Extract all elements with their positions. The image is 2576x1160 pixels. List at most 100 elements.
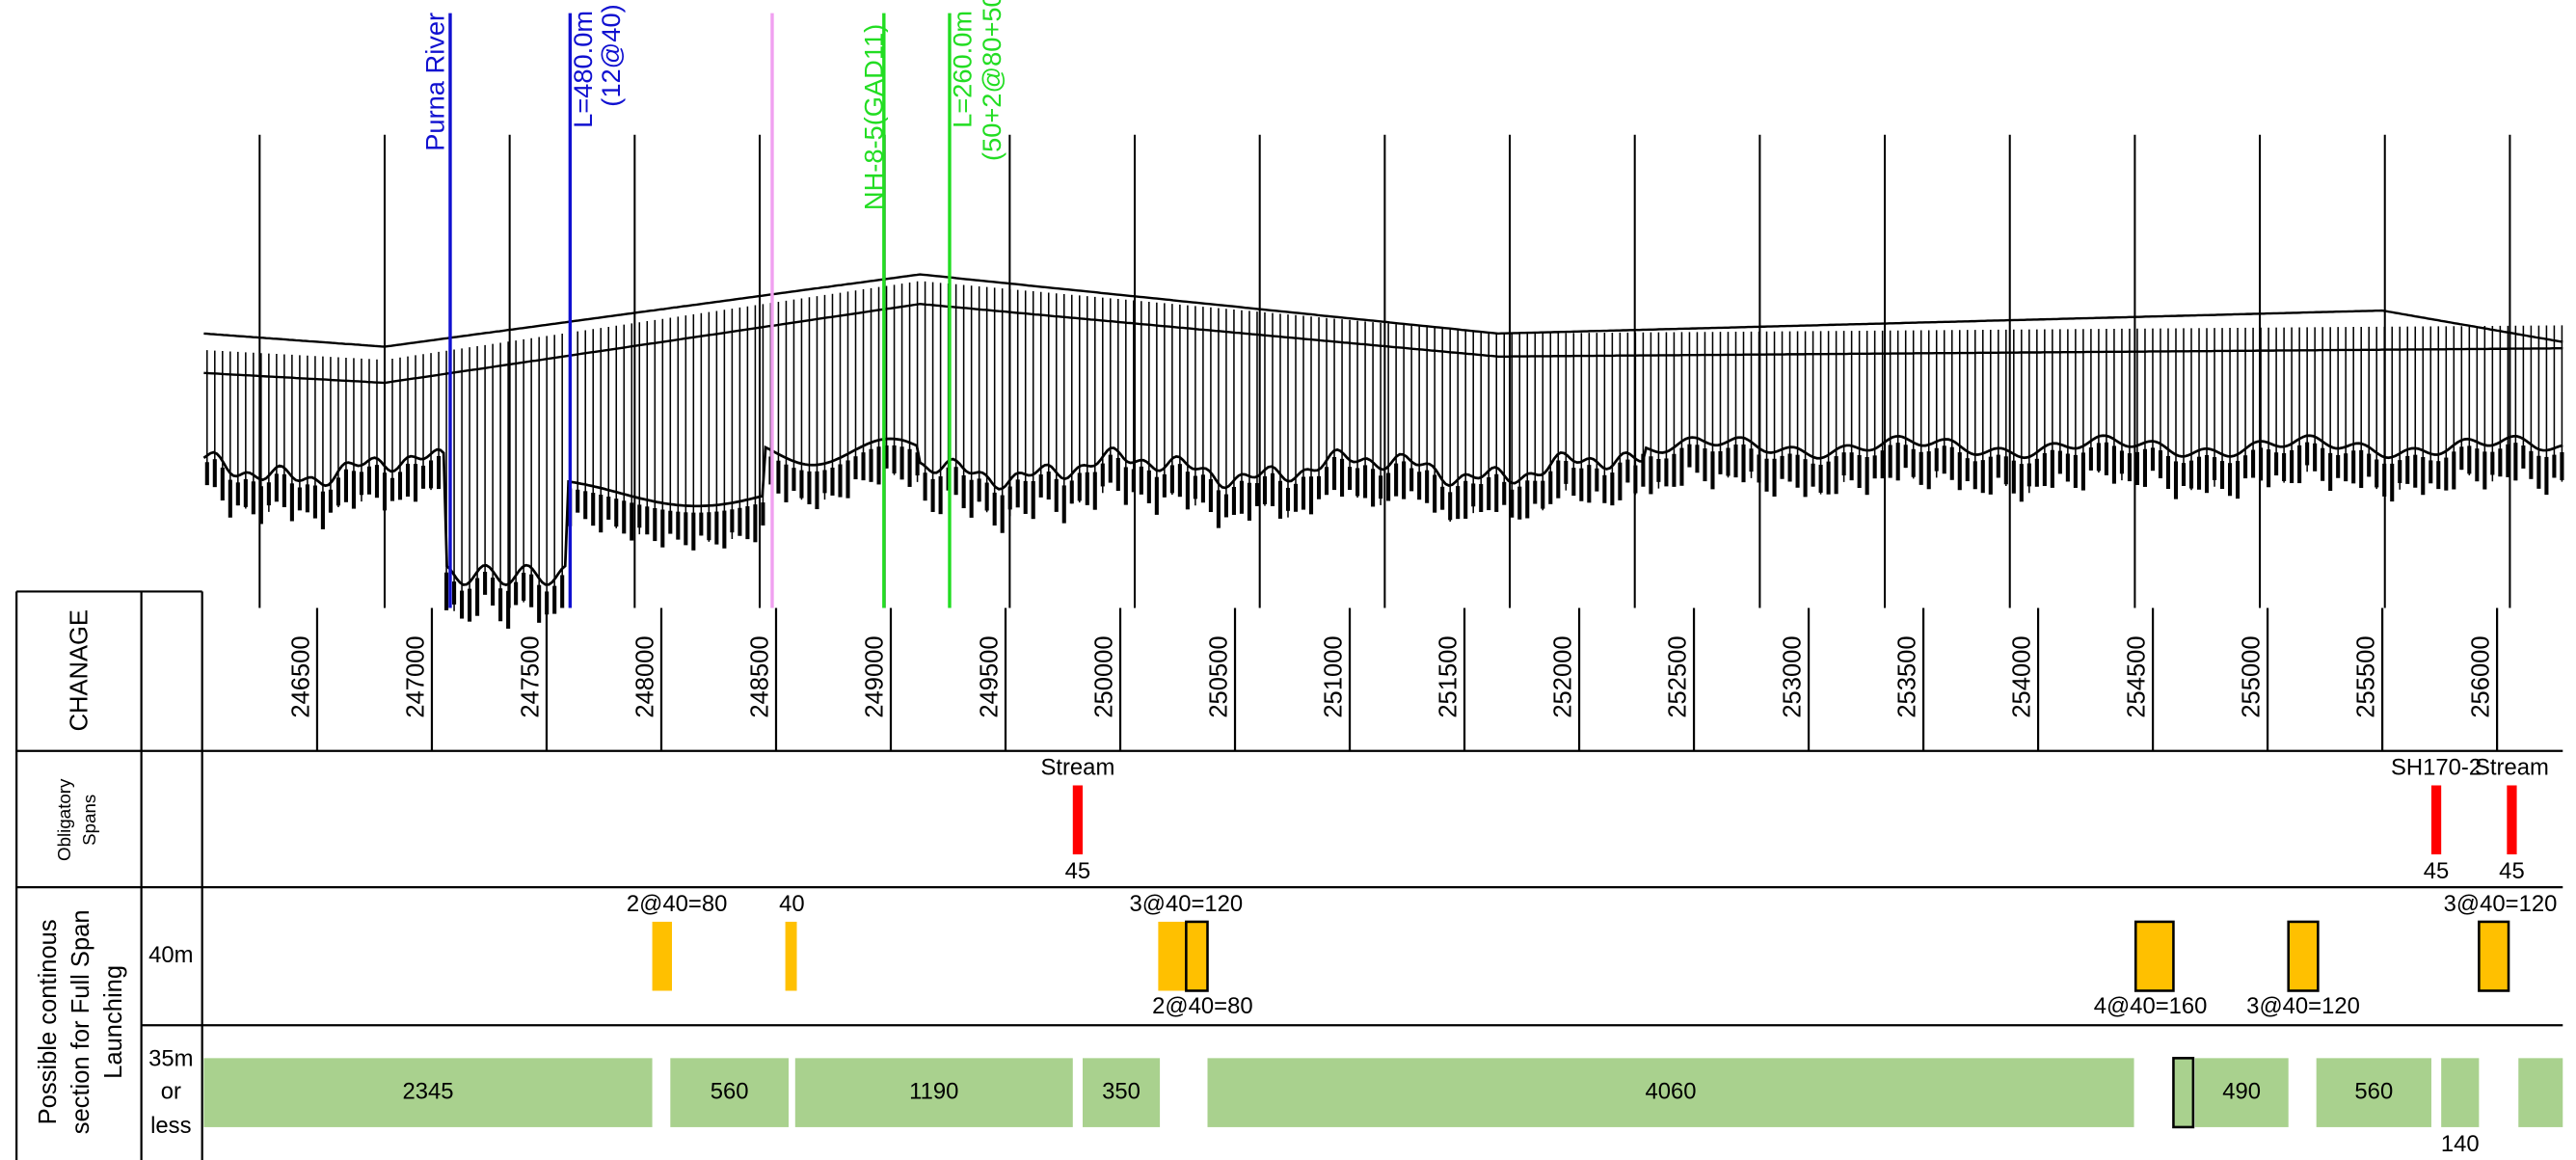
pile: [2267, 449, 2271, 488]
pile: [668, 510, 673, 534]
pile: [1239, 480, 1244, 514]
pile: [359, 472, 364, 496]
pile: [1664, 458, 1669, 487]
pile: [212, 459, 217, 488]
pile: [953, 467, 958, 496]
bridge-label: (50+2@80+50): [977, 0, 1006, 161]
pile: [1718, 450, 1723, 474]
span-value: 45: [2499, 858, 2525, 884]
chainage-label: 247000: [402, 635, 429, 717]
pile: [1803, 459, 1808, 498]
pile: [599, 494, 604, 533]
pile: [1463, 480, 1468, 519]
pile: [1587, 465, 1592, 503]
row-label: or: [161, 1078, 181, 1104]
pile: [784, 464, 789, 502]
pile: [2305, 442, 2310, 466]
pile: [583, 491, 588, 520]
pile: [374, 465, 380, 499]
pile: [776, 460, 781, 494]
pile: [1625, 459, 1630, 483]
pile: [2459, 446, 2464, 471]
pile: [969, 479, 974, 518]
pile: [1000, 495, 1005, 533]
pile: [282, 473, 286, 507]
pile: [1038, 474, 1043, 498]
span-value: 45: [1065, 858, 1091, 884]
pile: [1649, 456, 1653, 495]
pile: [2351, 450, 2356, 484]
pile: [1177, 464, 1182, 498]
pile: [1834, 456, 1838, 495]
obligatory-span: [2430, 785, 2442, 855]
pile: [228, 479, 232, 518]
pile: [1494, 473, 1499, 512]
pile: [1849, 452, 1854, 481]
pile: [637, 504, 642, 528]
pile: [1254, 483, 1260, 506]
pile: [2560, 451, 2564, 480]
pile: [444, 572, 449, 610]
pile: [2251, 449, 2256, 478]
obligatory-span: [1072, 785, 1084, 855]
pile: [614, 499, 619, 527]
pile: [1208, 478, 1213, 513]
pile: [258, 486, 263, 525]
pile: [1510, 489, 1515, 518]
pile: [2297, 445, 2302, 484]
pile: [1023, 480, 1028, 514]
span-40m: [2133, 920, 2175, 992]
pile: [1146, 470, 1151, 503]
pile: [1456, 486, 1461, 520]
pile: [1972, 461, 1977, 490]
pile: [2134, 451, 2139, 485]
pile: [2367, 453, 2372, 477]
pile: [1548, 471, 1553, 504]
pile: [2080, 452, 2085, 491]
chainage-label: 256000: [2468, 635, 2495, 717]
pile: [2034, 458, 2039, 487]
pile: [1262, 475, 1268, 504]
row-label: Possible continous: [35, 919, 62, 1124]
pile: [2165, 455, 2171, 490]
pile: [1200, 474, 1205, 503]
pile: [1108, 454, 1113, 483]
pile: [2544, 456, 2549, 496]
pile: [630, 502, 634, 541]
pile: [2536, 455, 2541, 489]
pile: [2521, 445, 2526, 469]
pile: [660, 509, 665, 548]
pile: [2243, 455, 2248, 479]
pile: [822, 470, 827, 494]
pile: [2529, 450, 2534, 479]
pile: [1679, 447, 1684, 486]
pile: [1077, 472, 1082, 501]
pile: [2475, 448, 2480, 482]
pile: [2196, 456, 2202, 490]
pile: [707, 512, 711, 541]
span-label: 3@40=120: [2444, 891, 2558, 917]
pile: [915, 452, 920, 476]
pile: [876, 446, 881, 485]
pile: [1247, 482, 1252, 521]
span-label: 560: [2354, 1078, 2393, 1104]
pile: [1517, 486, 1522, 520]
pile: [452, 581, 457, 605]
pile: [1980, 460, 1985, 494]
span-35m: [2172, 1057, 2195, 1129]
pile: [2096, 443, 2101, 472]
pile: [1015, 479, 1020, 508]
pile: [1061, 485, 1066, 524]
road-label: NH-8-5(GAD11): [859, 24, 889, 210]
pile: [204, 462, 209, 486]
pile: [684, 512, 688, 546]
pile: [1054, 478, 1059, 512]
pile: [1502, 481, 1507, 505]
pile: [428, 460, 434, 489]
pile: [2282, 452, 2287, 481]
pile: [498, 588, 503, 622]
pile: [243, 478, 248, 507]
pile: [1726, 447, 1731, 476]
pile: [235, 482, 240, 506]
pile: [1942, 445, 1946, 474]
